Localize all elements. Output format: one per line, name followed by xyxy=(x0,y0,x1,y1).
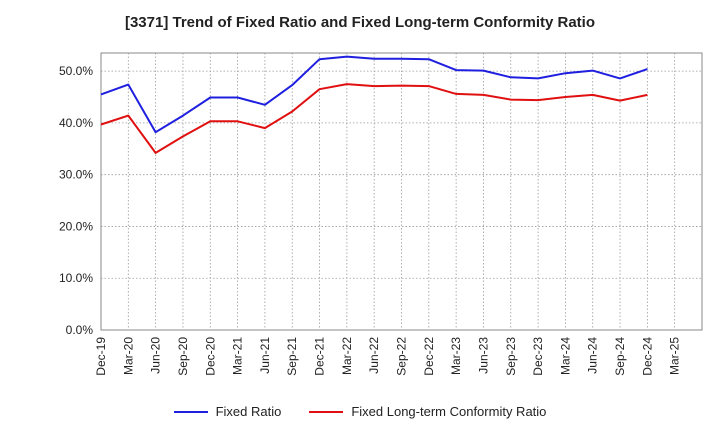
x-tick-label: Dec-20 xyxy=(203,337,217,376)
series-lines xyxy=(100,55,648,154)
x-tick-label: Sep-21 xyxy=(285,337,299,376)
x-tick-label: Sep-20 xyxy=(176,337,190,376)
x-tick-label: Mar-21 xyxy=(231,337,245,375)
x-tick-label: Dec-21 xyxy=(313,337,327,376)
x-tick-label: Dec-22 xyxy=(422,337,436,376)
x-tick-label: Mar-25 xyxy=(668,337,682,375)
legend: Fixed Ratio Fixed Long-term Conformity R… xyxy=(0,404,720,419)
y-tick-label: 50.0% xyxy=(59,64,93,78)
x-tick-label: Dec-24 xyxy=(640,337,654,376)
x-tick-label: Jun-21 xyxy=(258,337,272,374)
plot-frame xyxy=(100,52,703,331)
legend-item-fixed-ratio: Fixed Ratio xyxy=(173,404,282,419)
x-tick-label: Mar-20 xyxy=(121,337,135,375)
x-tick-label: Mar-24 xyxy=(558,337,572,375)
gridlines xyxy=(100,53,702,331)
x-tick-label: Dec-23 xyxy=(531,337,545,376)
x-tick-label: Jun-20 xyxy=(149,337,163,374)
x-tick-label: Mar-23 xyxy=(449,337,463,375)
y-tick-label: 10.0% xyxy=(59,271,93,285)
series-line-fixed-ratio xyxy=(100,55,648,134)
legend-item-conformity-ratio: Fixed Long-term Conformity Ratio xyxy=(309,404,546,419)
chart-title: [3371] Trend of Fixed Ratio and Fixed Lo… xyxy=(124,14,596,31)
x-tick-label: Dec-19 xyxy=(94,337,108,376)
y-tick-label: 0.0% xyxy=(66,323,94,337)
x-axis: Dec-19 Mar-20 Jun-20 Sep-20 Dec-20 Mar-21 Jun-… xyxy=(94,337,682,376)
x-tick-label: Jun-23 xyxy=(476,337,490,374)
series-line-conformity-ratio xyxy=(100,83,648,154)
y-tick-label: 30.0% xyxy=(59,168,93,182)
x-tick-label: Mar-22 xyxy=(340,337,354,375)
y-tick-label: 20.0% xyxy=(59,219,93,233)
legend-swatch-conformity-ratio xyxy=(309,410,344,413)
x-tick-label: Jun-24 xyxy=(586,337,600,374)
legend-swatch-fixed-ratio xyxy=(173,410,208,413)
y-tick-label: 40.0% xyxy=(59,116,93,130)
x-tick-label: Sep-22 xyxy=(395,337,409,376)
legend-label-fixed-ratio: Fixed Ratio xyxy=(215,404,282,419)
x-tick-label: Sep-24 xyxy=(613,337,627,376)
x-tick-label: Jun-22 xyxy=(367,337,381,374)
legend-label-conformity-ratio: Fixed Long-term Conformity Ratio xyxy=(351,404,547,419)
x-tick-label: Sep-23 xyxy=(504,337,518,376)
y-axis: 0.0% 10.0% 20.0% 30.0% 40.0% 50.0% xyxy=(59,64,93,337)
